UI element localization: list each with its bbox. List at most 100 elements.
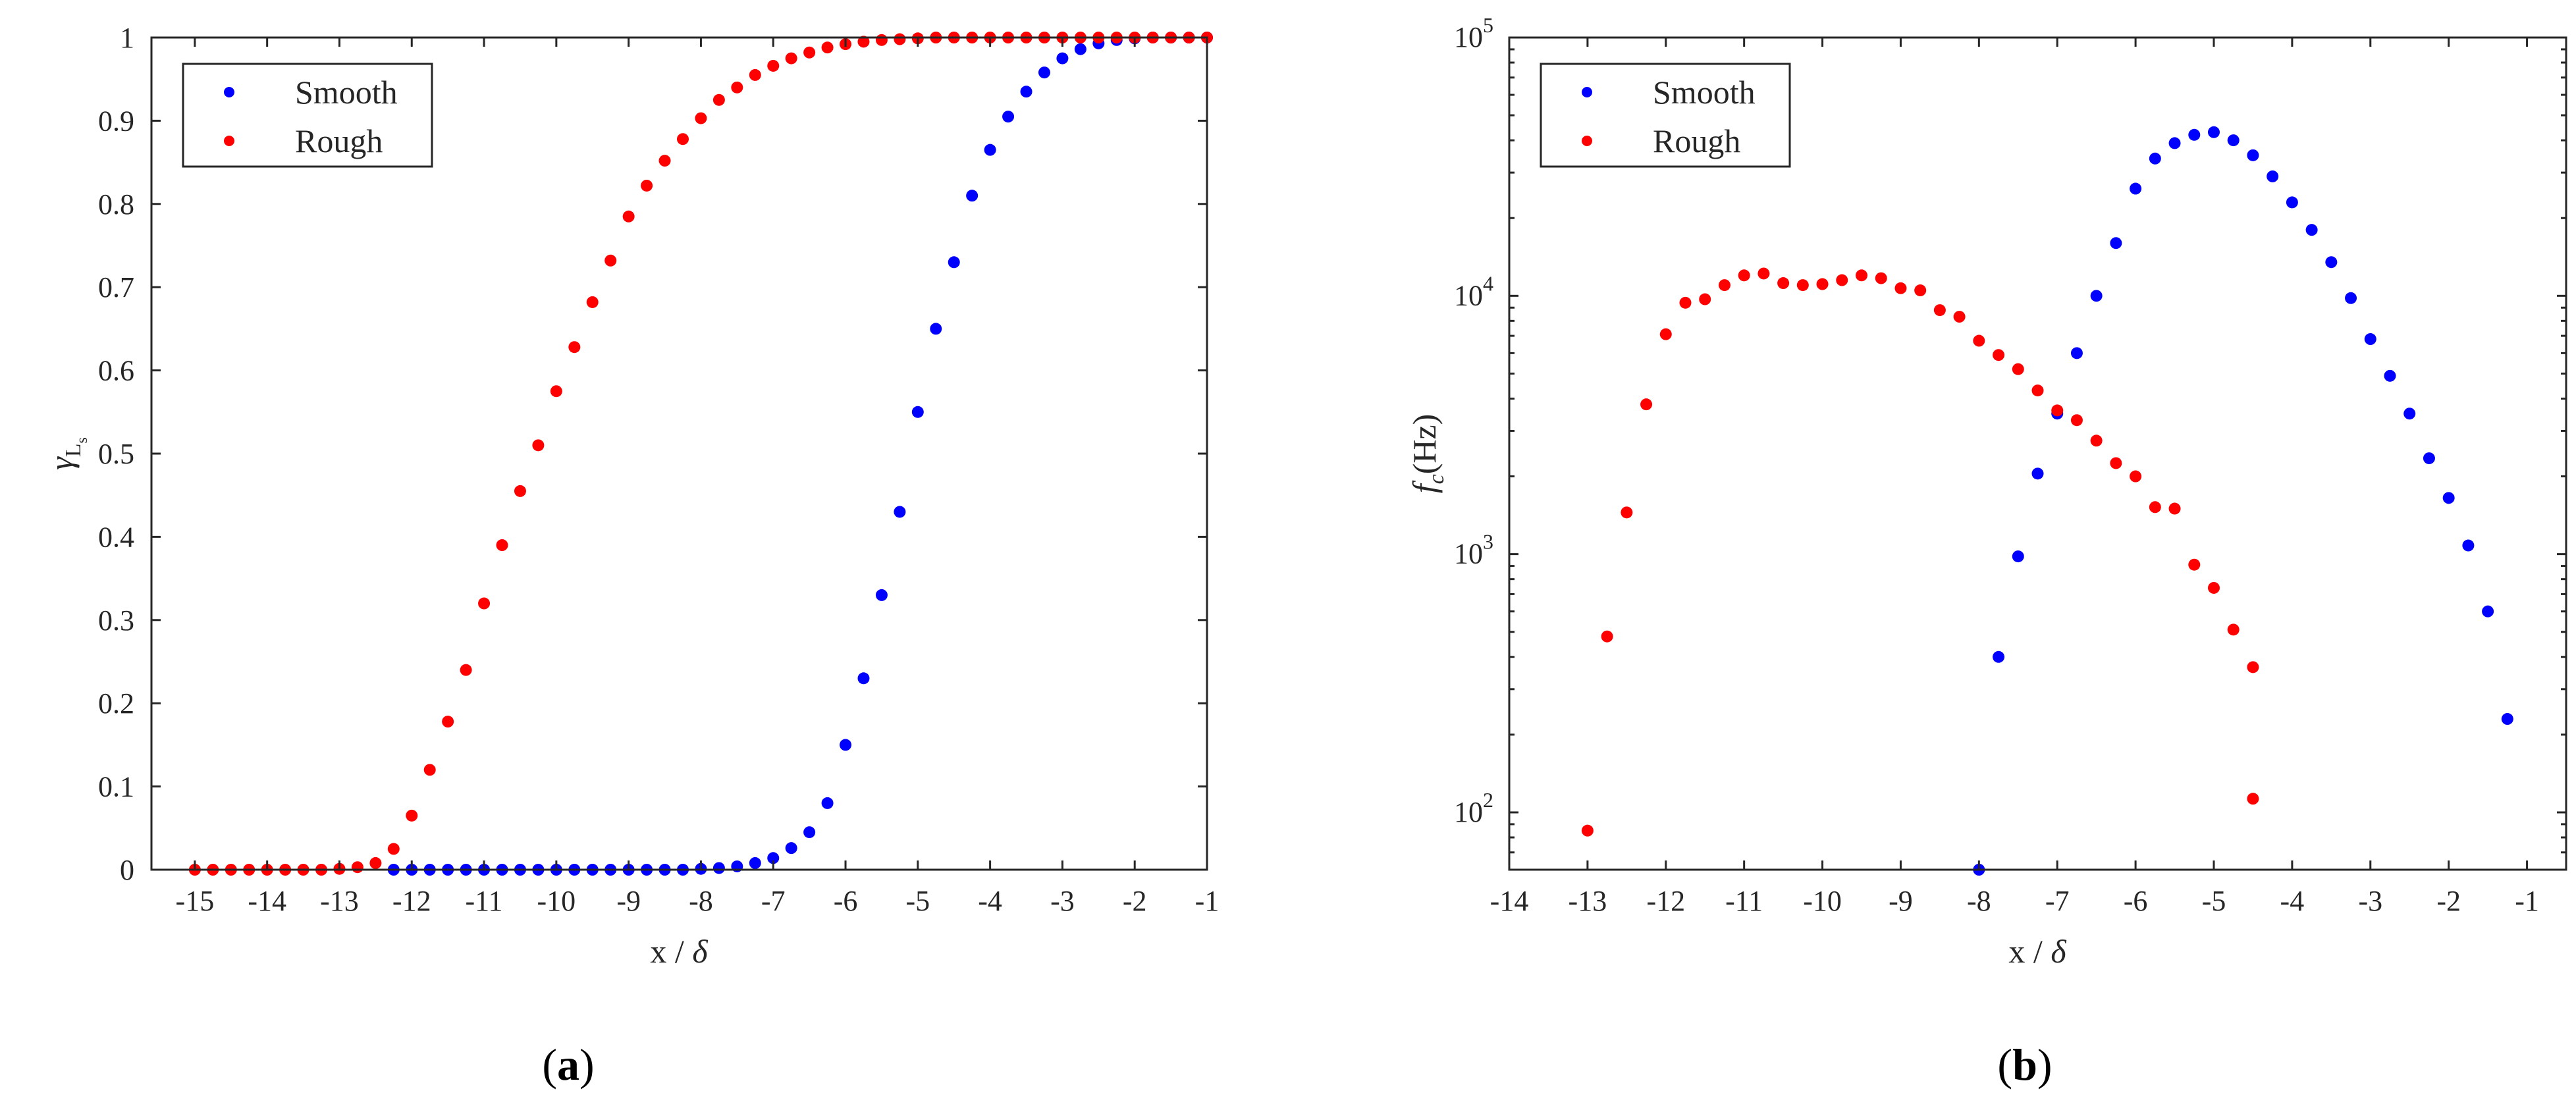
panel-b-y-axis-label: fc(Hz) xyxy=(1406,414,1449,494)
panel-a-y-tick-label: 0.5 xyxy=(98,438,134,470)
panel-b-rough-point xyxy=(2208,581,2220,594)
panel-a-rough-point xyxy=(641,179,653,192)
panel-b-x-tick-label: -6 xyxy=(2124,885,2148,917)
panel-b-smooth-point xyxy=(2110,237,2122,250)
panel-a-label: (a) xyxy=(542,1040,594,1090)
panel-a-rough-point xyxy=(749,68,761,81)
panel-a-rough-point xyxy=(785,52,797,65)
panel-a-y-tick-label: 0.8 xyxy=(98,188,134,221)
panel-a-legend-marker-rough xyxy=(224,136,234,146)
panel-a-x-tick-label: -15 xyxy=(176,885,215,917)
panel-a-smooth-point xyxy=(785,842,797,855)
panel-a-rough-point xyxy=(894,33,906,45)
panel-a: -15 -14 -13 -12 -11 -10 -9 -8 -7 -6 -5 -4 -3 -2 -1 0 0.… xyxy=(43,22,1219,1090)
panel-a-smooth-point xyxy=(840,739,852,751)
panel-a-rough-point xyxy=(406,809,418,822)
panel-a-smooth-point xyxy=(767,852,780,864)
panel-a-x-tick-label: -13 xyxy=(320,885,359,917)
panel-b-y-tick-label: 103 xyxy=(1454,530,1493,570)
panel-b-smooth-point xyxy=(2305,224,2318,236)
panel-b-smooth-point xyxy=(2090,290,2103,302)
panel-a-x-ticks: -15 -14 -13 -12 -11 -10 -9 -8 -7 -6 -5 -4 -3 -2 -1 xyxy=(176,38,1219,917)
panel-a-smooth-point xyxy=(911,406,924,418)
panel-b-rough-point xyxy=(2149,501,2161,514)
panel-a-y-tick-label: 0.3 xyxy=(98,604,134,637)
panel-a-rough-point xyxy=(821,41,834,54)
panel-a-smooth-point xyxy=(1056,52,1069,65)
panel-a-y-tick-label: 1 xyxy=(120,22,134,54)
panel-b-rough-point xyxy=(1816,278,1829,290)
panel-a-y-tick-label: 0 xyxy=(120,854,134,886)
panel-b-rough-point xyxy=(1993,349,2005,361)
panel-a-smooth-point xyxy=(984,144,996,156)
panel-b-plot-frame xyxy=(1508,36,2567,871)
panel-a-y-tick-label: 0.1 xyxy=(98,771,134,803)
panel-a-x-tick-label: -4 xyxy=(978,885,1002,917)
panel-b-x-tick-label: -13 xyxy=(1569,885,1607,917)
panel-b-x-tick-label: -12 xyxy=(1646,885,1685,917)
panel-a-smooth-point xyxy=(948,256,960,269)
panel-a-rough-point xyxy=(712,93,725,106)
panel-a-smooth-point xyxy=(1038,66,1050,79)
panel-a-rough-point xyxy=(496,539,508,552)
panel-b-y-ticks: 102 103 104 105 xyxy=(1454,13,2566,871)
panel-a-smooth-point xyxy=(875,589,888,601)
panel-b-smooth-point xyxy=(2130,182,2142,195)
panel-b-rough-point xyxy=(1581,824,1594,837)
panel-a-rough-point xyxy=(695,112,707,124)
panel-a-rough-point xyxy=(568,341,581,354)
panel-b-rough-point xyxy=(1836,274,1848,286)
panel-b-legend: Smooth Rough xyxy=(1540,63,1791,168)
panel-a-rough-point xyxy=(387,843,400,855)
panel-a-x-tick-label: -10 xyxy=(537,885,576,917)
panel-b-rough-point xyxy=(1777,277,1790,290)
panel-b-smooth-point xyxy=(2188,128,2201,141)
panel-b-rough-point xyxy=(1796,279,1809,292)
panel-b-rough-point xyxy=(2090,435,2103,447)
panel-a-smooth-point xyxy=(821,797,834,809)
panel-a-y-tick-label: 0.6 xyxy=(98,355,134,387)
panel-b-rough-point xyxy=(2070,414,2083,427)
panel-a-rough-point xyxy=(460,664,472,676)
panel-b-smooth-point xyxy=(2384,369,2396,382)
panel-b-y-tick-label: 102 xyxy=(1454,788,1493,828)
panel-a-smooth-point xyxy=(966,190,979,202)
panel-b-smooth-point xyxy=(2168,137,2181,149)
panel-a-legend-box xyxy=(182,63,433,168)
panel-b-smooth-point xyxy=(2267,170,2279,182)
panel-a-rough-point xyxy=(803,46,816,59)
panel-a-smooth-point xyxy=(1020,86,1033,98)
panel-b-rough-point xyxy=(1679,296,1692,309)
panel-b-smooth-point xyxy=(2012,550,2024,563)
panel-b-rough-point xyxy=(2031,384,2044,397)
panel-a-y-tick-label: 0.9 xyxy=(98,105,134,137)
panel-a-legend-marker-smooth xyxy=(224,87,234,97)
panel-a-rough-point xyxy=(586,296,599,308)
panel-a-smooth-point xyxy=(894,506,906,518)
panel-a-smooth-point xyxy=(749,857,761,869)
panel-a-x-tick-label: -11 xyxy=(466,885,503,917)
panel-b-x-tick-label: -3 xyxy=(2358,885,2382,917)
panel-b-x-tick-label: -2 xyxy=(2436,885,2461,917)
panel-b-rough-point xyxy=(1718,279,1731,292)
panel-b-smooth-point xyxy=(2403,408,2416,420)
panel-a-x-tick-label: -14 xyxy=(248,885,286,917)
panel-b-rough-point xyxy=(1953,311,1966,323)
panel-b-smooth-point xyxy=(2442,492,2455,504)
panel-b-legend-box xyxy=(1540,63,1791,168)
panel-b-rough-point xyxy=(1601,630,1613,643)
panel-b-rough-point xyxy=(2168,502,2181,515)
panel-a-rough-point xyxy=(369,857,382,869)
panel-a-x-axis-label: x / δ xyxy=(650,933,708,970)
panel-b-legend-marker-rough xyxy=(1582,136,1592,146)
panel-b-x-tick-label: -1 xyxy=(2515,885,2539,917)
panel-b-smooth-point xyxy=(2227,134,2240,147)
panel-b-rough-extra-point xyxy=(2247,793,2259,805)
panel-a-rough-point xyxy=(875,34,888,46)
panel-a-smooth-point xyxy=(930,323,942,335)
panel-b-smooth-point xyxy=(2149,152,2161,165)
panel-a-x-tick-label: -8 xyxy=(689,885,713,917)
panel-a-x-tick-label: -9 xyxy=(616,885,641,917)
panel-b-rough-point xyxy=(2227,623,2240,636)
